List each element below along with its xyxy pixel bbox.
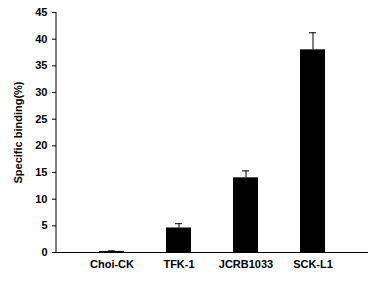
svg-text:20: 20 [35, 139, 47, 151]
svg-text:0: 0 [41, 246, 47, 258]
svg-text:5: 5 [41, 219, 47, 231]
svg-text:25: 25 [35, 113, 47, 125]
svg-text:45: 45 [35, 6, 47, 18]
svg-text:15: 15 [35, 166, 47, 178]
svg-text:SCK-L1: SCK-L1 [293, 258, 333, 270]
svg-text:Choi-CK: Choi-CK [90, 258, 134, 270]
svg-text:30: 30 [35, 86, 47, 98]
svg-text:40: 40 [35, 33, 47, 45]
svg-text:Specific binding(%): Specific binding(%) [12, 81, 24, 183]
svg-text:10: 10 [35, 193, 47, 205]
svg-text:TFK-1: TFK-1 [163, 258, 194, 270]
svg-text:JCRB1033: JCRB1033 [219, 258, 273, 270]
svg-text:35: 35 [35, 59, 47, 71]
